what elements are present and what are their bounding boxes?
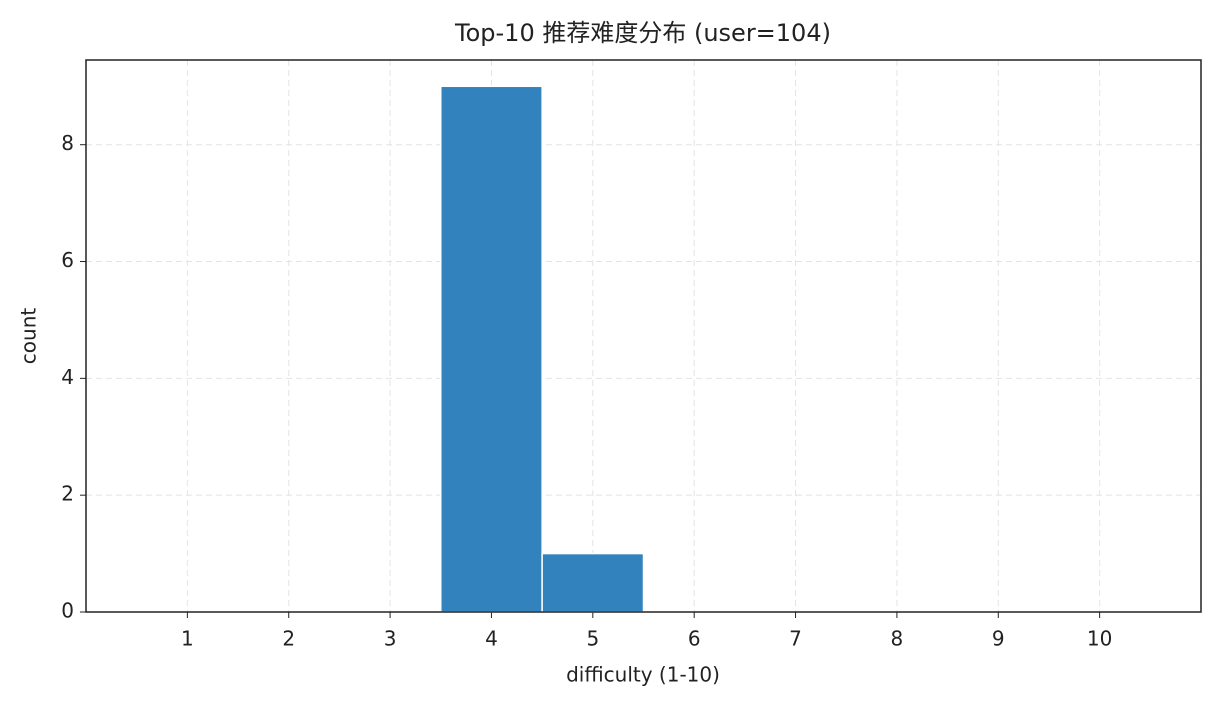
x-tick-label: 6 [688, 627, 701, 651]
x-tick-label: 2 [282, 627, 295, 651]
x-tick-label: 10 [1087, 627, 1112, 651]
x-tick-label: 5 [586, 627, 599, 651]
y-tick-label: 4 [61, 365, 74, 389]
plot-frame [85, 59, 1202, 613]
x-tick-label: 4 [485, 627, 498, 651]
y-tick-label: 8 [61, 131, 74, 155]
y-tick-label: 2 [61, 482, 74, 506]
x-tick-label: 1 [181, 627, 194, 651]
bar [440, 85, 543, 613]
x-tick-label: 8 [891, 627, 904, 651]
x-tick-label: 7 [789, 627, 802, 651]
chart-title: Top-10 推荐难度分布 (user=104) [454, 19, 831, 47]
x-tick-label: 3 [384, 627, 397, 651]
y-tick-label: 6 [61, 248, 74, 272]
y-tick-label: 0 [61, 599, 74, 623]
y-axis-label: count [17, 308, 41, 365]
bar [541, 552, 645, 613]
x-tick-label: 9 [992, 627, 1005, 651]
x-axis-label: difficulty (1-10) [566, 663, 720, 687]
